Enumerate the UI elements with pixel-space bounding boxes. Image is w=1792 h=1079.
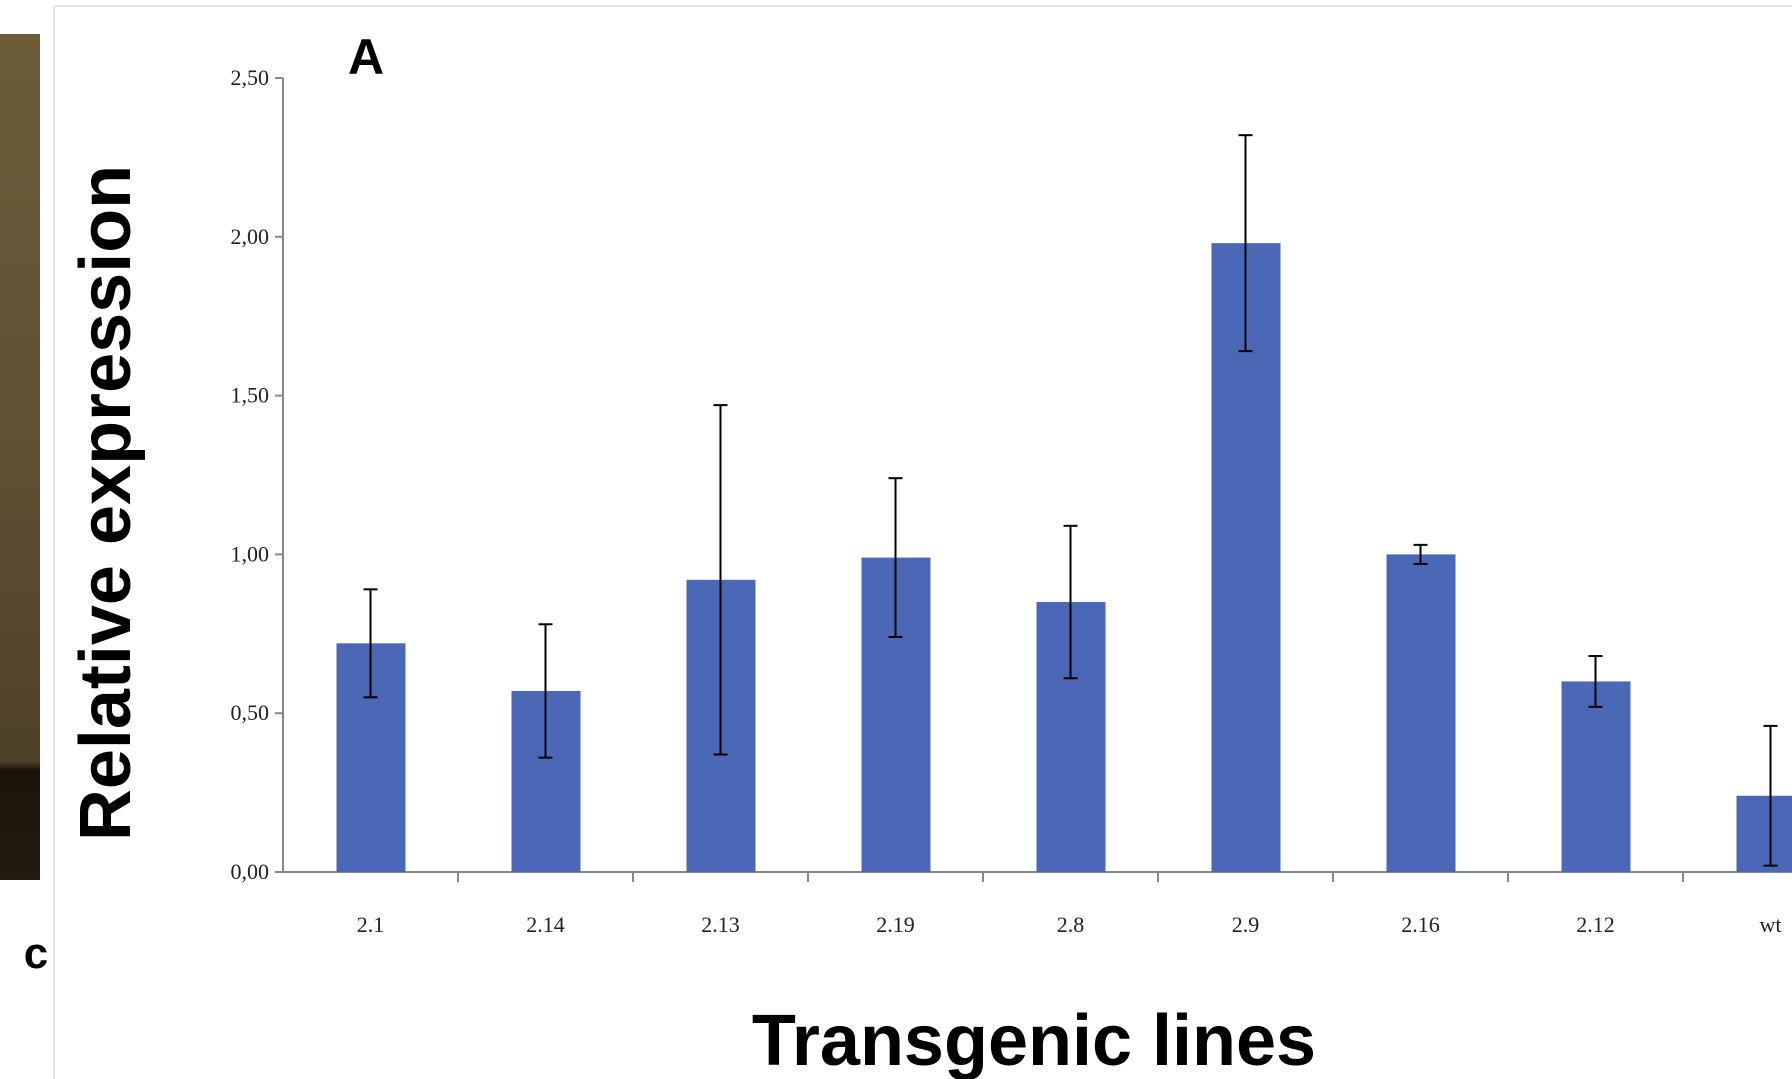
x-tick-label: 2.9 xyxy=(1232,912,1260,937)
x-tick-label: 2.8 xyxy=(1057,912,1085,937)
panel-label: c xyxy=(24,929,48,978)
page: c A Relative expression Transgenic lines… xyxy=(0,0,1792,1079)
y-tick-label: 2,00 xyxy=(231,224,270,249)
bar xyxy=(1562,681,1631,872)
y-tick-label: 1,00 xyxy=(231,541,270,566)
x-tick-label: 2.1 xyxy=(357,912,385,937)
x-tick-label: 2.12 xyxy=(1576,912,1615,937)
y-axis-label: Relative expression xyxy=(66,165,146,841)
photo-strip xyxy=(0,34,40,880)
x-tick-label: 2.13 xyxy=(701,912,740,937)
bar xyxy=(1387,554,1456,872)
figure: c A Relative expression Transgenic lines… xyxy=(0,0,1792,1079)
y-tick-label: 2,50 xyxy=(231,65,270,90)
x-tick-label: 2.16 xyxy=(1401,912,1440,937)
y-tick-label: 1,50 xyxy=(231,383,270,408)
y-tick-label: 0,50 xyxy=(231,700,270,725)
x-tick-label: 2.19 xyxy=(876,912,915,937)
bar xyxy=(1737,796,1792,872)
chart-title: A xyxy=(348,29,384,85)
y-tick-label: 0,00 xyxy=(231,859,270,884)
x-axis-label: Transgenic lines xyxy=(752,1001,1316,1079)
x-tick-label: 2.14 xyxy=(526,912,565,937)
x-tick-label: wt xyxy=(1760,912,1782,937)
